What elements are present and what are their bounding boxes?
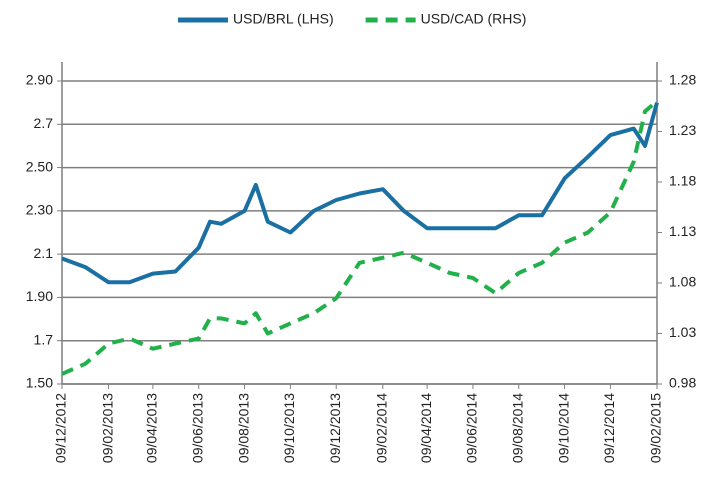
x-tick-label: 09/10/2013 <box>281 393 297 463</box>
x-tick-label: 09/12/2013 <box>327 393 343 463</box>
y2-tick-label: 1.13 <box>669 223 696 239</box>
x-tick-label: 09/04/2013 <box>144 393 160 463</box>
y2-tick-label: 1.23 <box>669 122 696 138</box>
x-tick-label: 09/02/2014 <box>373 393 389 463</box>
y2-tick-label: 1.08 <box>669 274 696 290</box>
x-tick-label: 09/08/2014 <box>509 393 525 463</box>
y2-tick-label: 1.18 <box>669 173 696 189</box>
y2-tick-label: 1.03 <box>669 324 696 340</box>
y-tick-label: 1.90 <box>26 288 53 304</box>
y-tick-label: 2.90 <box>26 72 53 88</box>
y-tick-label: 1.50 <box>26 375 53 391</box>
x-tick-label: 09/12/2014 <box>601 393 617 463</box>
x-tick-label: 09/02/2013 <box>99 393 115 463</box>
y-tick-label: 2.50 <box>26 158 53 174</box>
y-tick-label: 1.7 <box>34 331 54 347</box>
x-tick-label: 09/02/2015 <box>648 393 664 463</box>
y2-tick-label: 1.28 <box>669 72 696 88</box>
x-tick-label: 09/06/2014 <box>464 393 480 463</box>
x-tick-label: 09/12/2012 <box>53 393 69 463</box>
x-tick-label: 09/06/2013 <box>189 393 205 463</box>
x-tick-label: 09/10/2014 <box>555 393 571 463</box>
y2-tick-label: 0.98 <box>669 375 696 391</box>
x-tick-label: 09/04/2014 <box>418 393 434 463</box>
series-line <box>61 102 659 285</box>
y-tick-label: 2.30 <box>26 202 53 218</box>
legend-label: USD/CAD (RHS) <box>421 11 527 27</box>
legend-label: USD/BRL (LHS) <box>233 11 334 27</box>
series-line <box>61 99 659 376</box>
y-tick-label: 2.1 <box>34 245 54 261</box>
y-tick-label: 2.7 <box>34 115 54 131</box>
x-tick-label: 09/08/2013 <box>235 393 251 463</box>
